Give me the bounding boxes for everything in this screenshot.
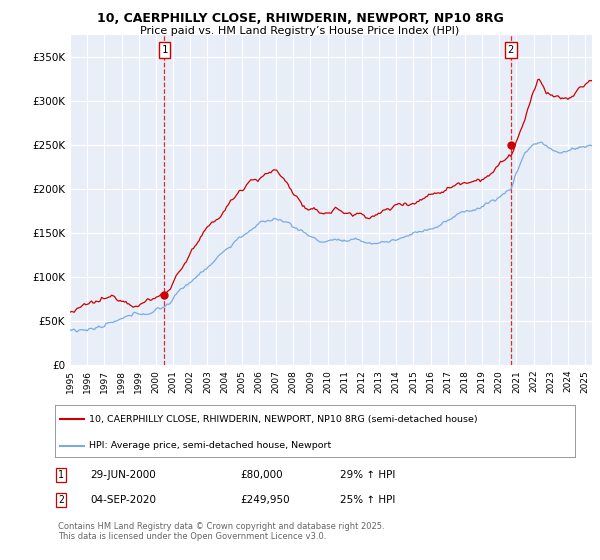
Text: 10, CAERPHILLY CLOSE, RHIWDERIN, NEWPORT, NP10 8RG: 10, CAERPHILLY CLOSE, RHIWDERIN, NEWPORT… bbox=[97, 12, 503, 25]
Text: Contains HM Land Registry data © Crown copyright and database right 2025.
This d: Contains HM Land Registry data © Crown c… bbox=[58, 522, 385, 542]
Text: £80,000: £80,000 bbox=[240, 470, 283, 480]
Text: 1: 1 bbox=[161, 45, 167, 55]
Text: Price paid vs. HM Land Registry’s House Price Index (HPI): Price paid vs. HM Land Registry’s House … bbox=[140, 26, 460, 36]
Text: 1: 1 bbox=[58, 470, 64, 480]
Text: 29-JUN-2000: 29-JUN-2000 bbox=[90, 470, 156, 480]
Text: 04-SEP-2020: 04-SEP-2020 bbox=[90, 495, 156, 505]
Text: 10, CAERPHILLY CLOSE, RHIWDERIN, NEWPORT, NP10 8RG (semi-detached house): 10, CAERPHILLY CLOSE, RHIWDERIN, NEWPORT… bbox=[89, 414, 478, 423]
Text: 2: 2 bbox=[508, 45, 514, 55]
Text: 25% ↑ HPI: 25% ↑ HPI bbox=[340, 495, 395, 505]
Text: 2: 2 bbox=[58, 495, 64, 505]
Text: 29% ↑ HPI: 29% ↑ HPI bbox=[340, 470, 395, 480]
Text: HPI: Average price, semi-detached house, Newport: HPI: Average price, semi-detached house,… bbox=[89, 441, 331, 450]
Text: £249,950: £249,950 bbox=[240, 495, 290, 505]
